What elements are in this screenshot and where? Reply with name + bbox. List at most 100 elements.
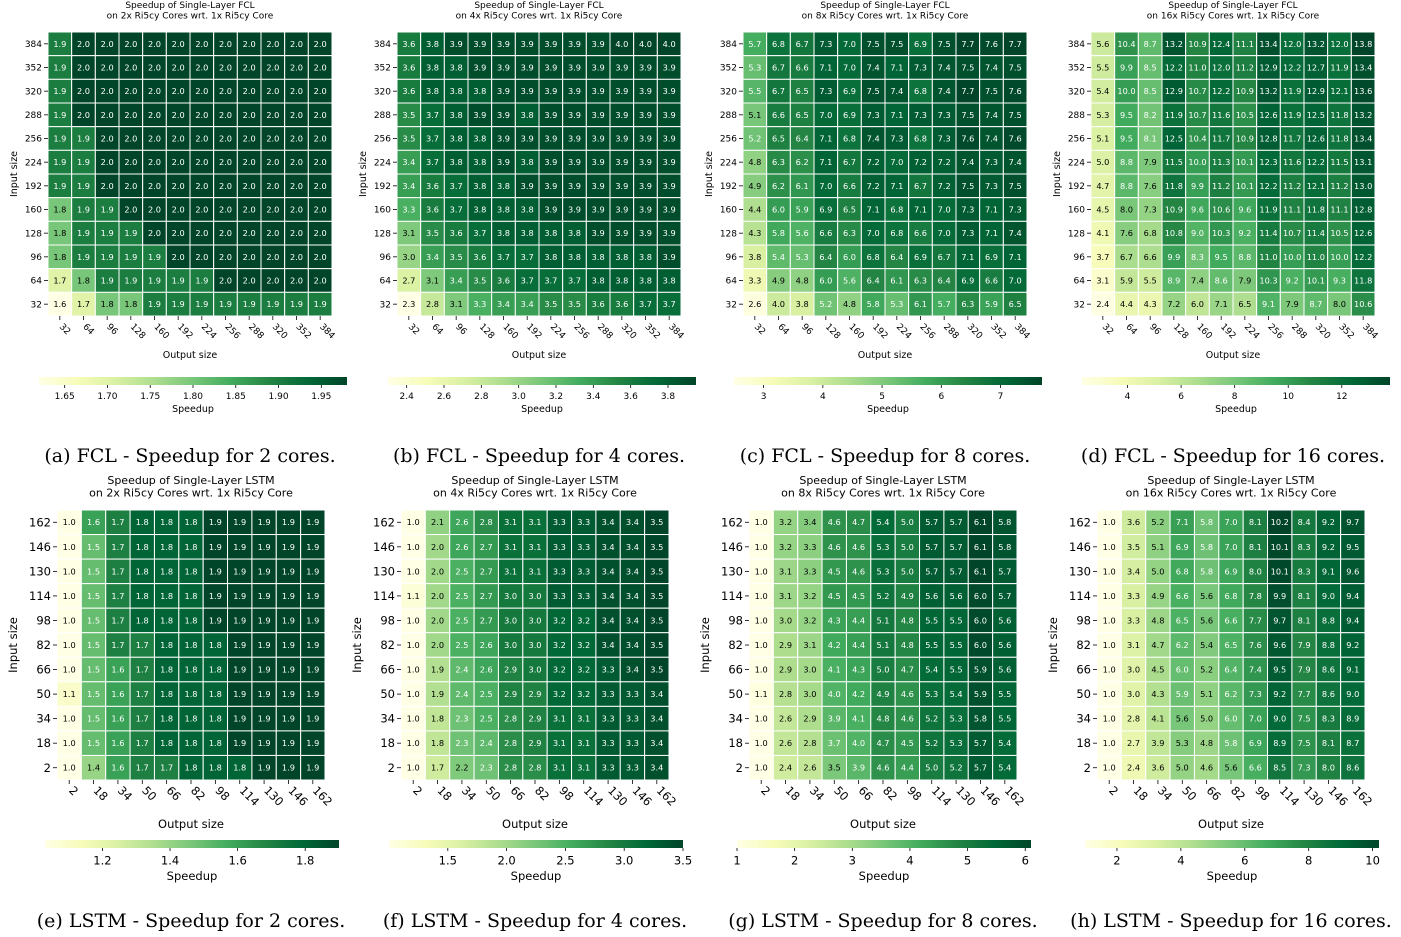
cell-label: 3.8 xyxy=(663,275,676,285)
cell-label: 2.0 xyxy=(101,110,114,120)
heatmap-cell xyxy=(129,656,155,683)
y-tick-label: 82 xyxy=(36,638,51,652)
cell-label: 11.9 xyxy=(1330,62,1348,72)
cell-label: 3.2 xyxy=(577,640,590,650)
cell-label: 8.8 xyxy=(1120,157,1133,167)
heatmap-cell xyxy=(1169,583,1195,609)
colorbar-tick-label: 2.6 xyxy=(437,392,452,402)
cell-label: 11.2 xyxy=(1330,181,1348,191)
cell-label: 3.2 xyxy=(577,689,590,699)
y-tick-label: 96 xyxy=(31,253,43,263)
cell-label: 3.7 xyxy=(426,110,439,120)
heatmap-cell xyxy=(497,632,524,658)
cell-label: 5.3 xyxy=(876,542,889,552)
heatmap-cell xyxy=(56,705,82,732)
cell-label: 1.9 xyxy=(290,299,303,309)
cell-label: 5.5 xyxy=(1096,62,1109,72)
x-tick-label: 160 xyxy=(1195,322,1214,341)
cell-label: 1.7 xyxy=(136,689,149,699)
cell-label: 7.5 xyxy=(1009,110,1022,120)
cell-label: 7.2 xyxy=(867,181,880,191)
y-tick-label: 82 xyxy=(728,638,743,652)
cell-label: 1.7 xyxy=(111,615,124,625)
heatmap-panel-2: Speedup of Single-Layer FCL on 4x Ri5cy C… xyxy=(358,1,696,467)
cell-label: 2.9 xyxy=(504,689,517,699)
cell-label: 3.6 xyxy=(450,228,463,238)
heatmap-cell xyxy=(992,730,1018,756)
cell-label: 6.0 xyxy=(974,640,987,650)
x-tick-label: 224 xyxy=(1242,322,1261,341)
colorbar-tick-label: 10 xyxy=(1365,854,1380,868)
cell-label: 2.0 xyxy=(290,157,303,167)
heatmap-cell xyxy=(943,534,969,560)
colorbar-tick-label: 3.0 xyxy=(512,392,527,402)
cell-label: 4.9 xyxy=(1151,591,1164,601)
x-tick-label: 192 xyxy=(870,322,889,341)
cell-label: 3.8 xyxy=(473,86,486,96)
colorbar-tick-label: 1.65 xyxy=(55,392,75,402)
y-tick-label: 66 xyxy=(36,663,51,677)
cell-label: 5.6 xyxy=(1176,714,1189,724)
cell-label: 1.5 xyxy=(87,640,100,650)
x-tick-label: 128 xyxy=(477,322,496,341)
heatmap-panel-4: Speedup of Single-Layer FCL on 16x Ri5cy … xyxy=(1052,1,1390,467)
y-tick-label: 66 xyxy=(728,663,743,677)
heatmap-cell xyxy=(300,607,326,634)
y-tick-label: 32 xyxy=(380,300,391,310)
colorbar-tick-label: 3 xyxy=(761,392,767,402)
cell-label: 5.5 xyxy=(950,665,963,675)
cell-label: 1.0 xyxy=(1103,566,1116,576)
cell-label: 1.9 xyxy=(148,252,161,262)
cell-label: 1.8 xyxy=(184,689,197,699)
heatmap-cell xyxy=(1145,583,1171,609)
cell-label: 2.0 xyxy=(266,62,279,72)
cell-label: 6.5 xyxy=(1009,299,1022,309)
cell-label: 1.6 xyxy=(111,738,124,748)
cell-label: 3.4 xyxy=(650,689,663,699)
cell-label: 7.4 xyxy=(938,86,951,96)
x-tick-label: 128 xyxy=(128,322,147,341)
heatmap-cell xyxy=(943,632,969,658)
x-tick-label: 130 xyxy=(953,783,978,808)
cell-label: 2.0 xyxy=(266,133,279,143)
x-tick-label: 384 xyxy=(666,322,685,341)
panel-caption: (b) FCL - Speedup for 4 cores. xyxy=(393,445,685,467)
cell-label: 3.7 xyxy=(450,181,463,191)
y-axis-label: Input size xyxy=(1052,151,1063,197)
cell-label: 3.8 xyxy=(592,252,605,262)
cell-label: 5.7 xyxy=(950,542,963,552)
cell-label: 2.0 xyxy=(148,110,161,120)
cell-label: 3.9 xyxy=(639,228,652,238)
cell-label: 6.6 xyxy=(796,62,809,72)
cell-label: 1.9 xyxy=(124,275,137,285)
y-tick-label: 130 xyxy=(373,564,395,578)
colorbar xyxy=(737,840,1031,848)
cell-label: 1.9 xyxy=(233,714,246,724)
cell-label: 6.0 xyxy=(974,591,987,601)
heatmap-cell xyxy=(1096,583,1122,609)
cell-label: 1.9 xyxy=(233,738,246,748)
cell-label: 5.7 xyxy=(998,591,1011,601)
heatmap-cell xyxy=(1120,705,1147,732)
cell-label: 2.0 xyxy=(172,181,185,191)
cell-label: 1.8 xyxy=(184,542,197,552)
heatmap-cell xyxy=(1340,583,1366,609)
cell-label: 3.1 xyxy=(504,566,517,576)
heatmap-cell xyxy=(619,656,646,683)
cell-label: 7.1 xyxy=(1215,299,1228,309)
cell-label: 7.5 xyxy=(961,110,974,120)
cell-label: 2.0 xyxy=(172,86,185,96)
cell-label: 7.3 xyxy=(961,204,974,214)
heatmap-cell xyxy=(400,681,426,707)
cell-label: 7.7 xyxy=(1298,689,1311,699)
heatmap-cell xyxy=(1120,681,1147,707)
cell-label: 2.4 xyxy=(779,763,792,773)
x-tick-label: 256 xyxy=(223,322,242,341)
cell-label: 6.4 xyxy=(867,275,880,285)
cell-label: 10.0 xyxy=(1330,252,1348,262)
cell-label: 3.4 xyxy=(626,615,639,625)
heatmap-cell xyxy=(1218,656,1244,683)
x-tick-label: 50 xyxy=(1179,783,1199,803)
y-tick-label: 256 xyxy=(1068,135,1085,145)
cell-label: 5.5 xyxy=(925,615,938,625)
